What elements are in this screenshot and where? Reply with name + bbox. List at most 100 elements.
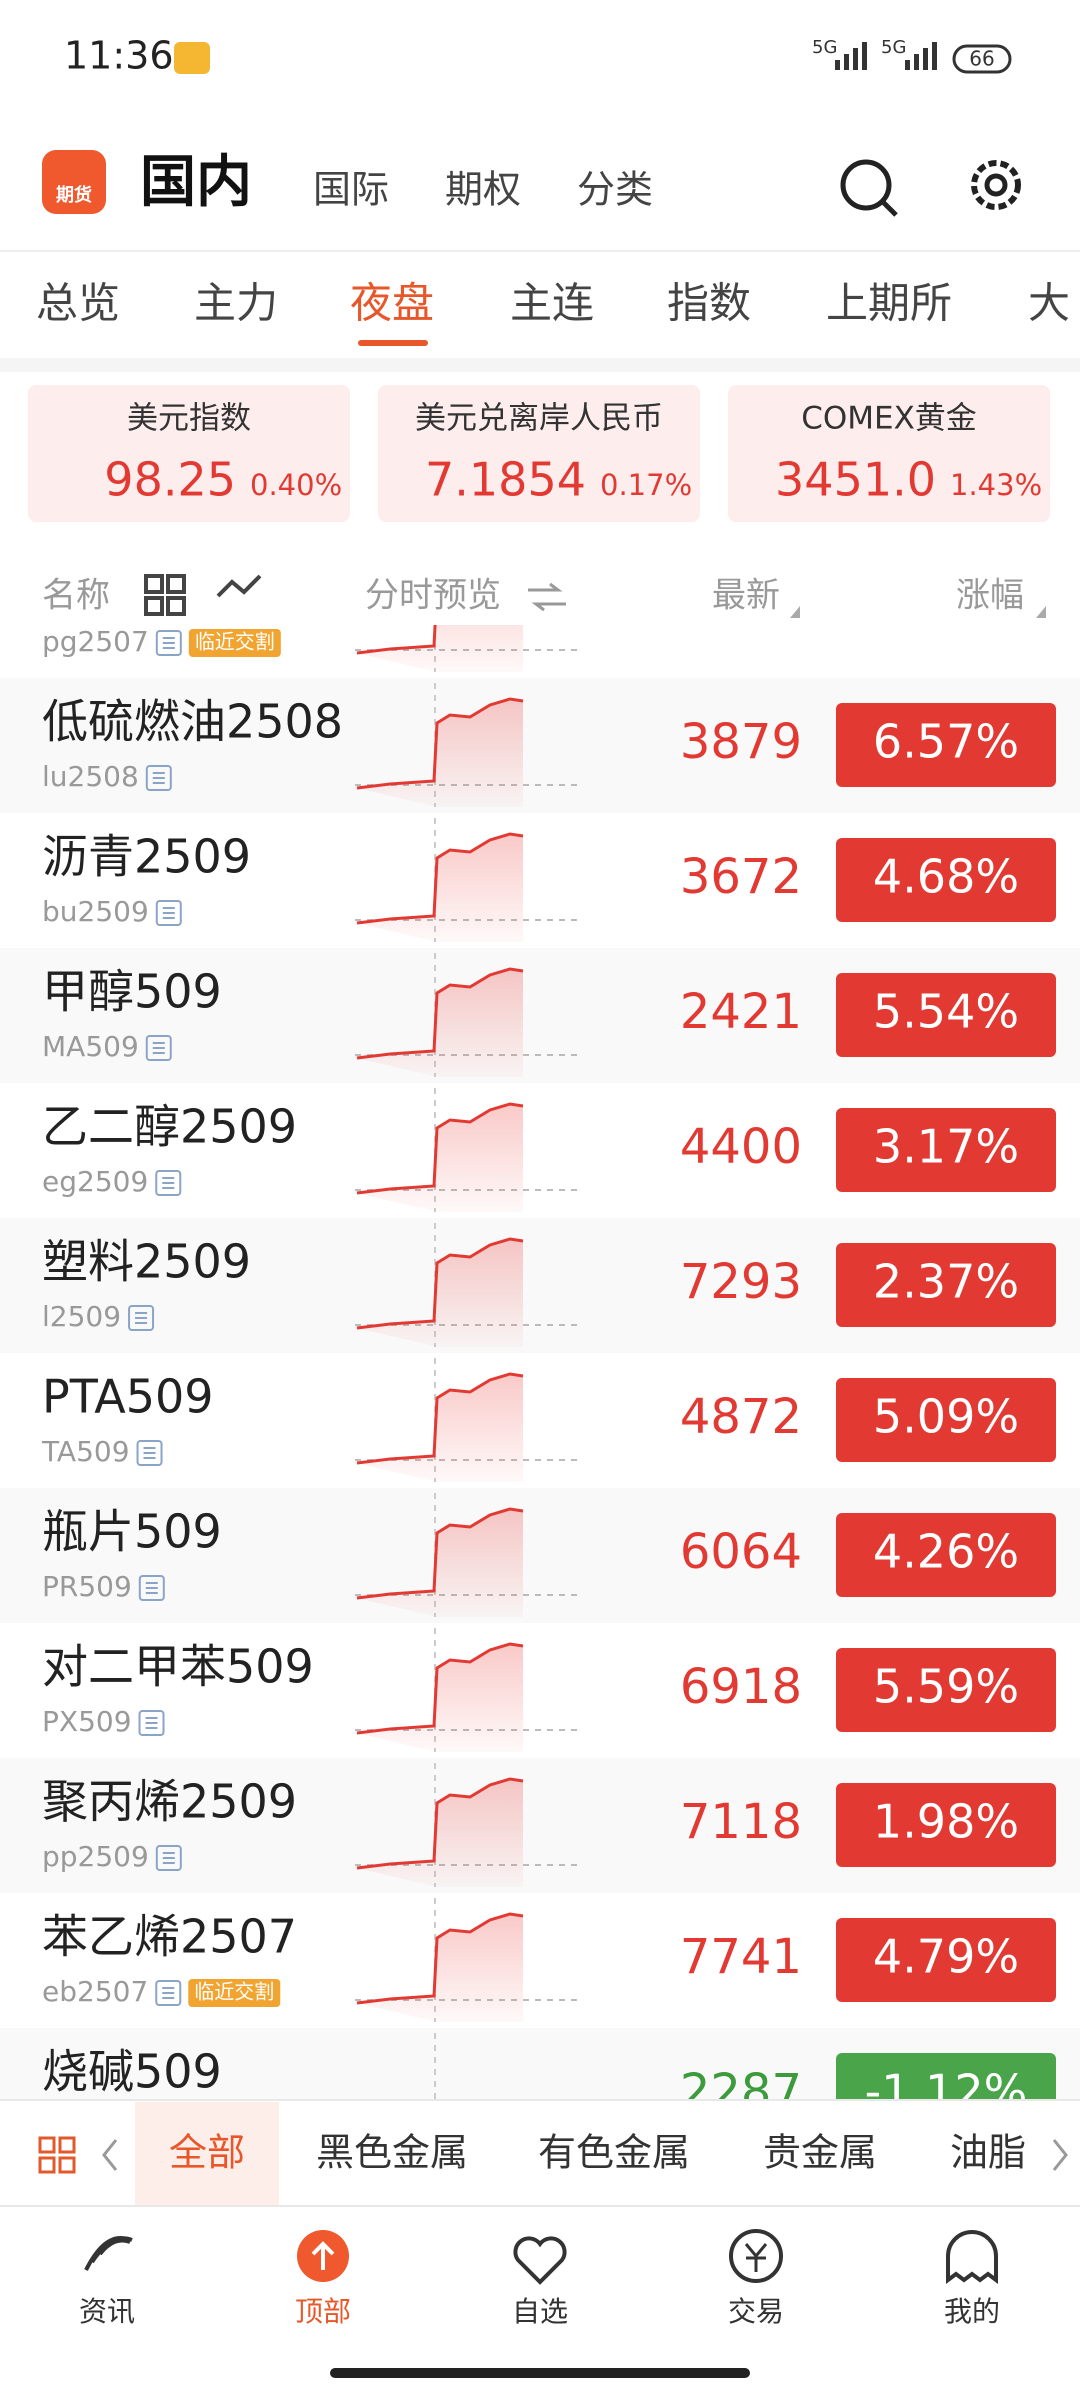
change-box xyxy=(836,1108,1056,1192)
scroll-left[interactable] xyxy=(102,2139,118,2171)
category-tab[interactable]: 贵金属 xyxy=(763,2131,877,2175)
preview-line xyxy=(356,1507,524,1600)
category-grid-icon[interactable] xyxy=(38,2136,76,2174)
preview-area xyxy=(357,969,523,1077)
signal-icons xyxy=(835,42,937,70)
chart-icon[interactable] xyxy=(216,574,262,598)
sub-tab[interactable]: 总览 xyxy=(36,279,120,328)
nav-icon xyxy=(513,2236,567,2285)
search-icon[interactable] xyxy=(840,159,892,211)
index-card[interactable] xyxy=(28,385,350,522)
category-tab[interactable]: 黑色金属 xyxy=(316,2131,468,2175)
sub-tab[interactable]: 大 xyxy=(1028,279,1070,328)
notif-icon xyxy=(174,42,210,74)
change-pct: 5.59% xyxy=(873,1660,1019,1714)
main-contract-icon-lines xyxy=(135,1312,148,1324)
nav-icon xyxy=(84,2236,133,2271)
contract-name: 塑料2509 xyxy=(42,1235,251,1289)
contract-code: bu2509 xyxy=(42,895,149,928)
change-pct: 5.54% xyxy=(873,985,1019,1039)
contract-code: MA509 xyxy=(42,1030,139,1063)
latest-price: 6918 xyxy=(680,1659,802,1715)
change-box xyxy=(836,1243,1056,1327)
main-contract-icon xyxy=(145,1035,172,1061)
sort-icon[interactable] xyxy=(1036,606,1046,618)
main-contract-icon-lines xyxy=(162,907,175,919)
header-tab[interactable]: 国内 xyxy=(140,150,252,215)
scroll-right[interactable] xyxy=(1052,2139,1068,2171)
change-box xyxy=(836,973,1056,1057)
preview-line xyxy=(356,832,524,925)
list-header-change: 涨幅 xyxy=(956,576,1024,616)
list-header-latest: 最新 xyxy=(712,576,780,616)
preview-area xyxy=(357,1374,523,1482)
preview-area xyxy=(357,1779,523,1887)
nav-label[interactable]: 交易 xyxy=(728,2295,784,2328)
logo-text: 期货 xyxy=(56,184,92,206)
category-tab[interactable]: 全部 xyxy=(169,2131,245,2175)
latest-price: 6064 xyxy=(680,1524,802,1580)
header-tab[interactable]: 国际 xyxy=(313,168,389,212)
card-change: 0.40% xyxy=(250,468,342,502)
change-pct: 5.09% xyxy=(873,1390,1019,1444)
contract-code: eb2507 xyxy=(42,1975,148,2008)
sub-tab[interactable]: 主力 xyxy=(194,279,278,328)
swap-icon[interactable] xyxy=(528,582,566,612)
header-tab[interactable]: 期权 xyxy=(445,168,521,212)
contract-name: 低硫燃油2508 xyxy=(42,695,343,749)
contract-name: 烧碱509 xyxy=(42,2045,222,2099)
sort-icon[interactable] xyxy=(790,606,800,618)
net-label: 5G xyxy=(812,37,837,58)
index-card[interactable] xyxy=(728,385,1050,522)
nav-label[interactable]: 资讯 xyxy=(79,2295,135,2328)
sub-tab[interactable]: 夜盘 xyxy=(350,279,434,328)
preview-area xyxy=(357,1239,523,1347)
settings-icon[interactable] xyxy=(971,160,1021,210)
main-contract-icon xyxy=(155,1980,182,2006)
category-tab[interactable]: 有色金属 xyxy=(538,2131,690,2175)
main-contract-icon xyxy=(155,1845,182,1871)
contract-name: 瓶片509 xyxy=(42,1505,222,1559)
preview-line xyxy=(356,625,437,655)
contract-code: TA509 xyxy=(41,1435,130,1468)
category-tab[interactable]: 油脂 xyxy=(950,2131,1026,2175)
preview-area xyxy=(357,834,523,942)
preview-area xyxy=(357,1104,523,1212)
change-box xyxy=(836,838,1056,922)
main-contract-icon xyxy=(138,1575,165,1601)
change-box xyxy=(836,1378,1056,1462)
settings-icon-center xyxy=(984,173,1008,197)
main-contract-icon-lines xyxy=(162,1177,175,1189)
nav-label[interactable]: 我的 xyxy=(944,2295,1000,2328)
active-category-bg xyxy=(135,2102,279,2205)
change-box xyxy=(836,1648,1056,1732)
contract-name: 沥青2509 xyxy=(42,830,251,884)
nav-icon xyxy=(729,2229,783,2283)
home-indicator xyxy=(330,2368,750,2378)
sub-tab[interactable]: 指数 xyxy=(667,279,751,328)
index-card[interactable] xyxy=(378,385,700,522)
nav-label[interactable]: 自选 xyxy=(512,2295,568,2328)
card-change: 1.43% xyxy=(950,468,1042,502)
card-change: 0.17% xyxy=(600,468,692,502)
main-contract-icon-lines xyxy=(152,1042,165,1054)
layout-icon[interactable] xyxy=(144,574,186,616)
card-value: 3451.0 xyxy=(775,453,936,507)
sub-tab[interactable]: 上期所 xyxy=(826,279,952,328)
sub-tab[interactable]: 主连 xyxy=(510,279,594,328)
header-tab[interactable]: 分类 xyxy=(577,168,653,212)
logo[interactable] xyxy=(42,150,106,214)
latest-price: 2287 xyxy=(680,2064,802,2120)
latest-price: 7118 xyxy=(680,1794,802,1850)
change-pct: -1.12% xyxy=(865,2065,1028,2119)
nav-label[interactable]: 顶部 xyxy=(295,2295,351,2328)
latest-price: 4872 xyxy=(680,1389,802,1445)
main-contract-icon-lines xyxy=(145,1582,158,1594)
delivery-badge xyxy=(188,629,281,657)
main-contract-icon-lines xyxy=(162,1852,175,1864)
preview-area xyxy=(357,699,523,807)
card-title: 美元兑离岸人民币 xyxy=(415,401,663,437)
contract-code: PR509 xyxy=(42,1570,132,1603)
